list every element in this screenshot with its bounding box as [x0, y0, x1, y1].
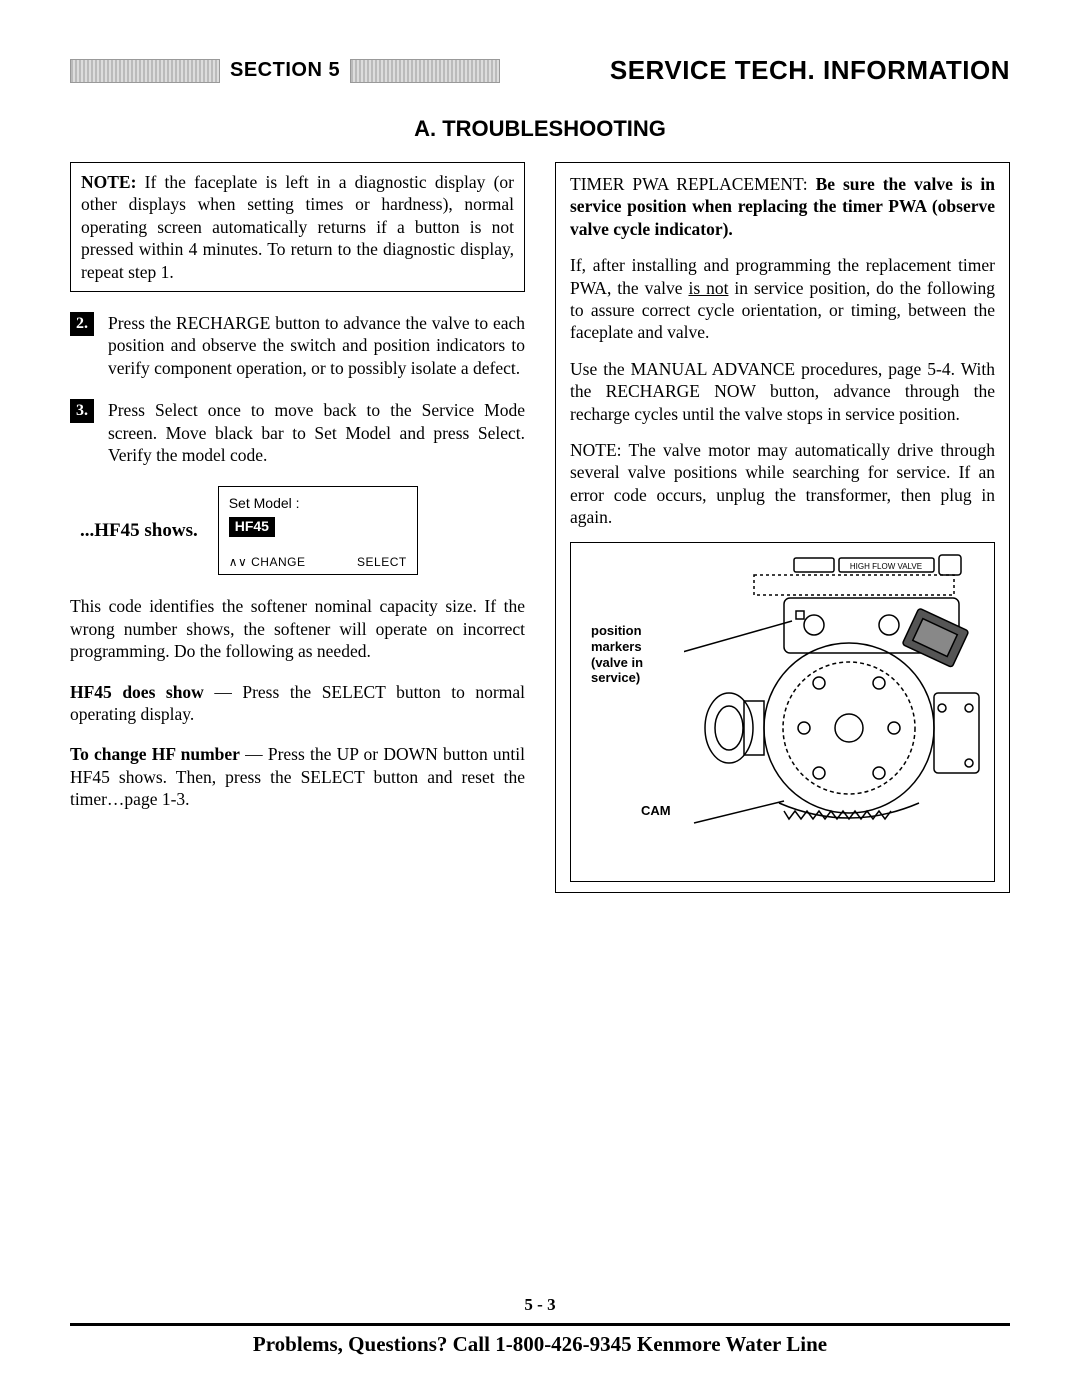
- main-title: SERVICE TECH. INFORMATION: [510, 55, 1010, 86]
- pos-l3: (valve in: [591, 655, 643, 670]
- lcd-value: HF45: [229, 517, 275, 537]
- note-box: NOTE: If the faceplate is left in a diag…: [70, 162, 525, 292]
- right-column: TIMER PWA REPLACEMENT: Be sure the valve…: [555, 162, 1010, 893]
- step-number-2: 2.: [70, 312, 94, 336]
- right-p2: If, after installing and programming the…: [570, 254, 995, 344]
- decor-bar-left: [70, 59, 220, 83]
- note-prefix: NOTE:: [81, 172, 136, 192]
- lcd-select: SELECT: [357, 555, 407, 570]
- step-number-3: 3.: [70, 399, 94, 423]
- valve-svg: HIGH FLOW VALVE: [684, 553, 984, 873]
- lcd-box: Set Model : HF45 ∧∨ CHANGE SELECT: [218, 486, 418, 575]
- footer: 5 - 3 Problems, Questions? Call 1-800-42…: [70, 1295, 1010, 1357]
- lcd-bottom-row: ∧∨ CHANGE SELECT: [229, 555, 407, 570]
- right-p1: TIMER PWA REPLACEMENT: Be sure the valve…: [570, 173, 995, 240]
- step-3: 3. Press Select once to move back to the…: [70, 399, 525, 466]
- valve-diagram: position markers (valve in service) CAM …: [570, 542, 995, 882]
- left-para-1: This code identifies the softener nomina…: [70, 595, 525, 662]
- step-2-text: Press the RECHARGE button to advance the…: [108, 312, 525, 379]
- right-p3: Use the MANUAL ADVANCE procedures, page …: [570, 358, 995, 425]
- para2-bold: HF45 does show: [70, 682, 204, 702]
- display-row: ...HF45 shows. Set Model : HF45 ∧∨ CHANG…: [80, 486, 525, 575]
- left-para-3: To change HF number — Press the UP or DO…: [70, 743, 525, 810]
- pos-l2: markers: [591, 639, 642, 654]
- lcd-set-model: Set Model :: [229, 495, 407, 513]
- step-2: 2. Press the RECHARGE button to advance …: [70, 312, 525, 379]
- para3-bold: To change HF number: [70, 744, 240, 764]
- right-box: TIMER PWA REPLACEMENT: Be sure the valve…: [555, 162, 1010, 893]
- hf-label: ...HF45 shows.: [80, 519, 198, 543]
- pos-l1: position: [591, 623, 642, 638]
- columns: NOTE: If the faceplate is left in a diag…: [70, 162, 1010, 893]
- right-p1a: TIMER PWA REPLACEMENT:: [570, 174, 816, 194]
- cam-label: CAM: [641, 803, 671, 820]
- left-para-2: HF45 does show — Press the SELECT button…: [70, 681, 525, 726]
- section-label: SECTION 5: [230, 59, 340, 82]
- step-3-text: Press Select once to move back to the Se…: [108, 399, 525, 466]
- page: SECTION 5 SERVICE TECH. INFORMATION A. T…: [0, 0, 1080, 1397]
- position-markers-label: position markers (valve in service): [591, 623, 643, 685]
- header-row: SECTION 5 SERVICE TECH. INFORMATION: [70, 55, 1010, 86]
- footer-rule: [70, 1323, 1010, 1326]
- pos-l4: service): [591, 670, 640, 685]
- sub-title: A. TROUBLESHOOTING: [70, 116, 1010, 142]
- left-column: NOTE: If the faceplate is left in a diag…: [70, 162, 525, 893]
- lcd-change: ∧∨ CHANGE: [229, 555, 306, 570]
- right-p4: NOTE: The valve motor may automatically …: [570, 439, 995, 529]
- top-tag-text: HIGH FLOW VALVE: [850, 562, 922, 571]
- right-p2u: is not: [688, 278, 728, 298]
- note-body: If the faceplate is left in a diagnostic…: [81, 172, 514, 282]
- footer-text: Problems, Questions? Call 1-800-426-9345…: [70, 1332, 1010, 1357]
- page-number: 5 - 3: [70, 1295, 1010, 1315]
- decor-bar-mid: [350, 59, 500, 83]
